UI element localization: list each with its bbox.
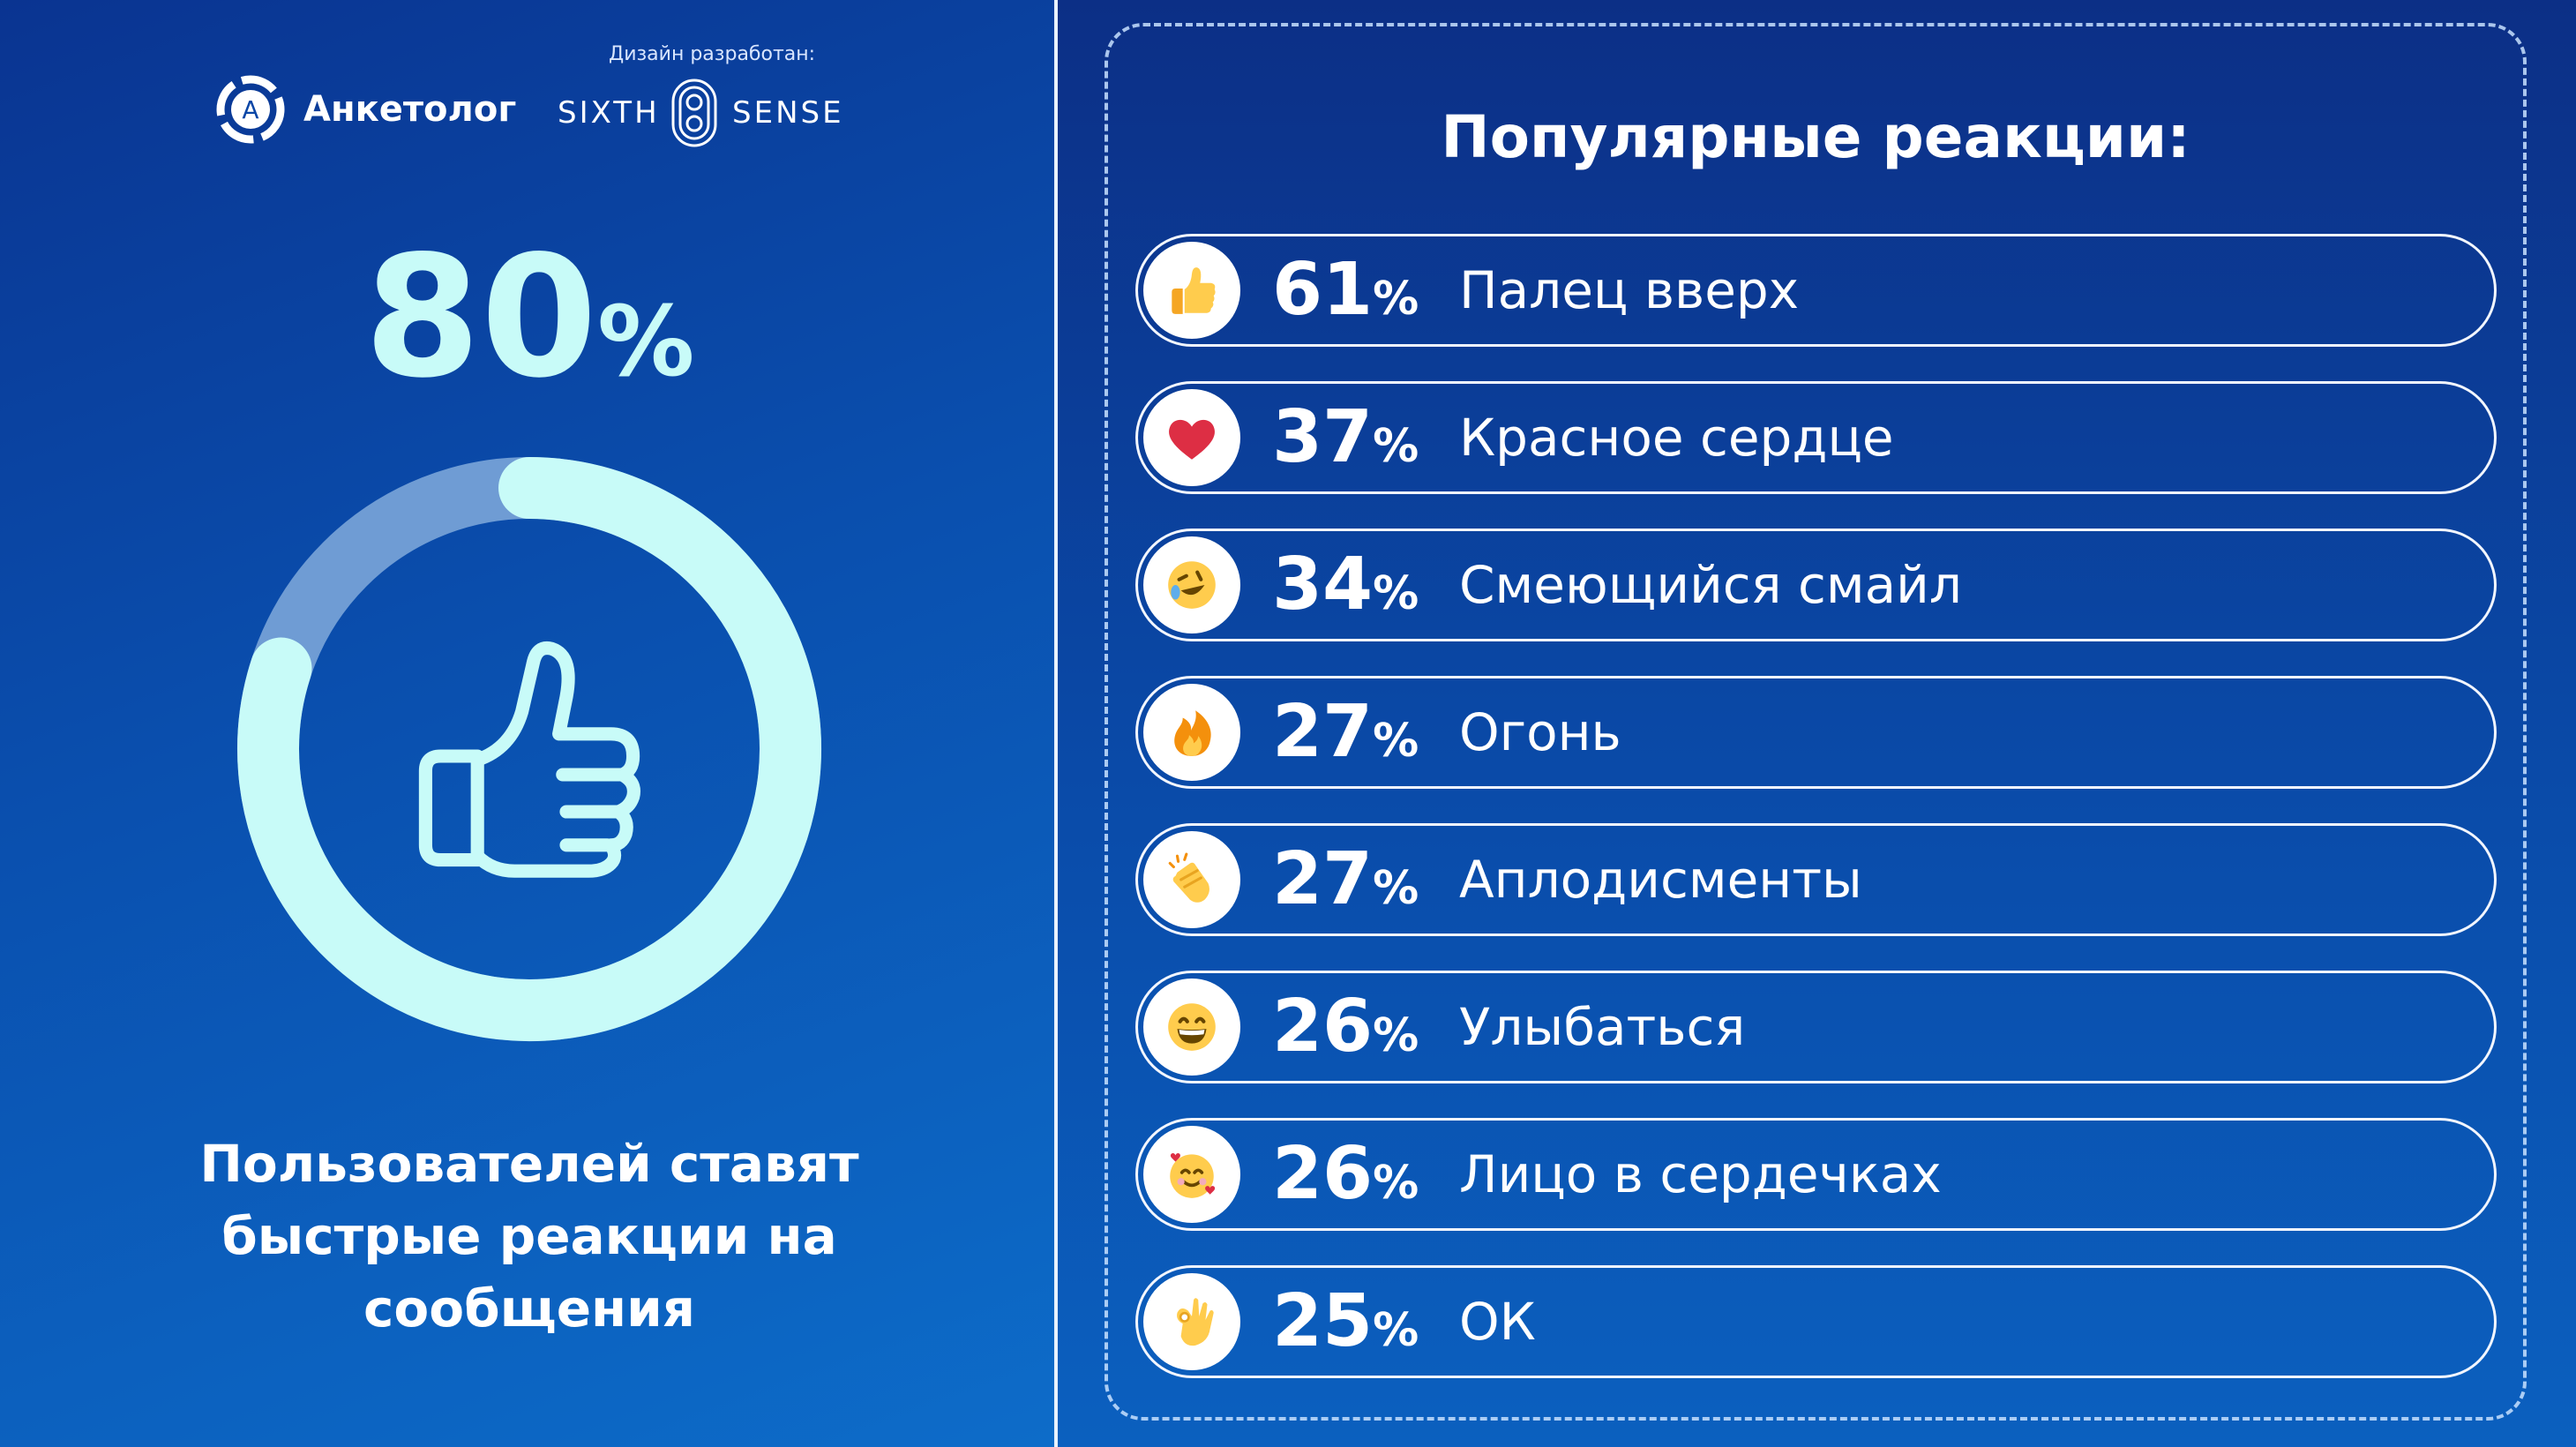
reaction-value: 34 bbox=[1272, 543, 1374, 626]
reaction-row: 27% Аплодисменты bbox=[1135, 823, 2497, 936]
reaction-row: 34% Смеющийся смайл bbox=[1135, 529, 2497, 641]
clapping-hands-emoji-icon bbox=[1143, 831, 1240, 928]
reaction-percent: 25% bbox=[1272, 1268, 1419, 1376]
reaction-label: Лицо в сердечках bbox=[1459, 1144, 1942, 1204]
reaction-unit: % bbox=[1373, 420, 1419, 473]
reaction-value: 25 bbox=[1272, 1279, 1374, 1363]
right-panel bbox=[1058, 0, 2576, 1447]
reaction-percent: 27% bbox=[1272, 826, 1419, 933]
sixth-sense-logo-icon bbox=[671, 79, 717, 147]
reaction-unit: % bbox=[1373, 1009, 1419, 1062]
reaction-label: Красное сердце bbox=[1459, 408, 1894, 468]
reaction-unit: % bbox=[1373, 715, 1419, 768]
reaction-value: 27 bbox=[1272, 837, 1374, 921]
reaction-label: Палец вверх bbox=[1459, 260, 1800, 320]
reaction-percent: 27% bbox=[1272, 679, 1419, 786]
reaction-row: 25% ОК bbox=[1135, 1265, 2497, 1378]
design-credit-label: Дизайн разработан: bbox=[609, 43, 816, 65]
ok-hand-emoji-icon bbox=[1143, 1273, 1240, 1370]
reaction-label: Огонь bbox=[1459, 702, 1621, 762]
reaction-row: 26% Улыбаться bbox=[1135, 971, 2497, 1083]
reaction-row: 37% Красное сердце bbox=[1135, 381, 2497, 494]
anketolog-logo-icon: A bbox=[216, 75, 285, 144]
left-panel bbox=[0, 0, 1054, 1447]
reaction-percent: 34% bbox=[1272, 531, 1419, 639]
grinning-face-emoji-icon bbox=[1143, 978, 1240, 1076]
logo-name: Анкетолог bbox=[303, 89, 517, 130]
reaction-unit: % bbox=[1373, 1157, 1419, 1210]
headline-ring-chart bbox=[237, 457, 821, 1041]
headline-percentage: 80% bbox=[265, 221, 794, 439]
red-heart-emoji-icon bbox=[1143, 389, 1240, 486]
ring-progress-arc bbox=[237, 457, 821, 1041]
thumbs-up-emoji-icon bbox=[1143, 242, 1240, 339]
reaction-label: Аплодисменты bbox=[1459, 850, 1862, 910]
reaction-percent: 61% bbox=[1272, 236, 1419, 344]
reaction-label: ОК bbox=[1459, 1292, 1536, 1352]
reaction-unit: % bbox=[1373, 862, 1419, 915]
fire-emoji-icon bbox=[1143, 684, 1240, 781]
reaction-percent: 26% bbox=[1272, 1121, 1419, 1228]
reaction-value: 61 bbox=[1272, 248, 1374, 332]
headline-value: 80 bbox=[363, 220, 598, 415]
reaction-unit: % bbox=[1373, 1304, 1419, 1357]
reaction-value: 26 bbox=[1272, 985, 1374, 1068]
smiling-face-with-hearts-emoji-icon bbox=[1143, 1126, 1240, 1223]
partner-name-left: SIXTH bbox=[558, 95, 660, 131]
reaction-value: 26 bbox=[1272, 1132, 1374, 1216]
reaction-label: Смеющийся смайл bbox=[1459, 555, 1962, 615]
reaction-row: 27% Огонь bbox=[1135, 676, 2497, 789]
reaction-unit: % bbox=[1373, 567, 1419, 620]
rolling-laughing-emoji-icon bbox=[1143, 536, 1240, 634]
reactions-title: Популярные реакции: bbox=[1441, 103, 2190, 171]
panel-divider bbox=[1054, 0, 1058, 1447]
reaction-label: Улыбаться bbox=[1459, 997, 1746, 1057]
reaction-unit: % bbox=[1373, 273, 1419, 326]
reaction-percent: 37% bbox=[1272, 384, 1419, 491]
svg-text:A: A bbox=[242, 95, 258, 124]
reaction-value: 37 bbox=[1272, 395, 1374, 479]
partner-name-right: SENSE bbox=[732, 95, 844, 131]
reaction-percent: 26% bbox=[1272, 973, 1419, 1081]
reaction-row: 26% Лицо в сердечках bbox=[1135, 1118, 2497, 1231]
reaction-row: 61% Палец вверх bbox=[1135, 234, 2497, 347]
thumbs-up-outline-icon bbox=[418, 641, 640, 878]
reaction-value: 27 bbox=[1272, 690, 1374, 774]
headline-caption: Пользователей ставят быстрые реакции на … bbox=[199, 1134, 859, 1338]
headline-unit: % bbox=[597, 285, 695, 398]
dashed-frame bbox=[1105, 23, 2527, 1421]
